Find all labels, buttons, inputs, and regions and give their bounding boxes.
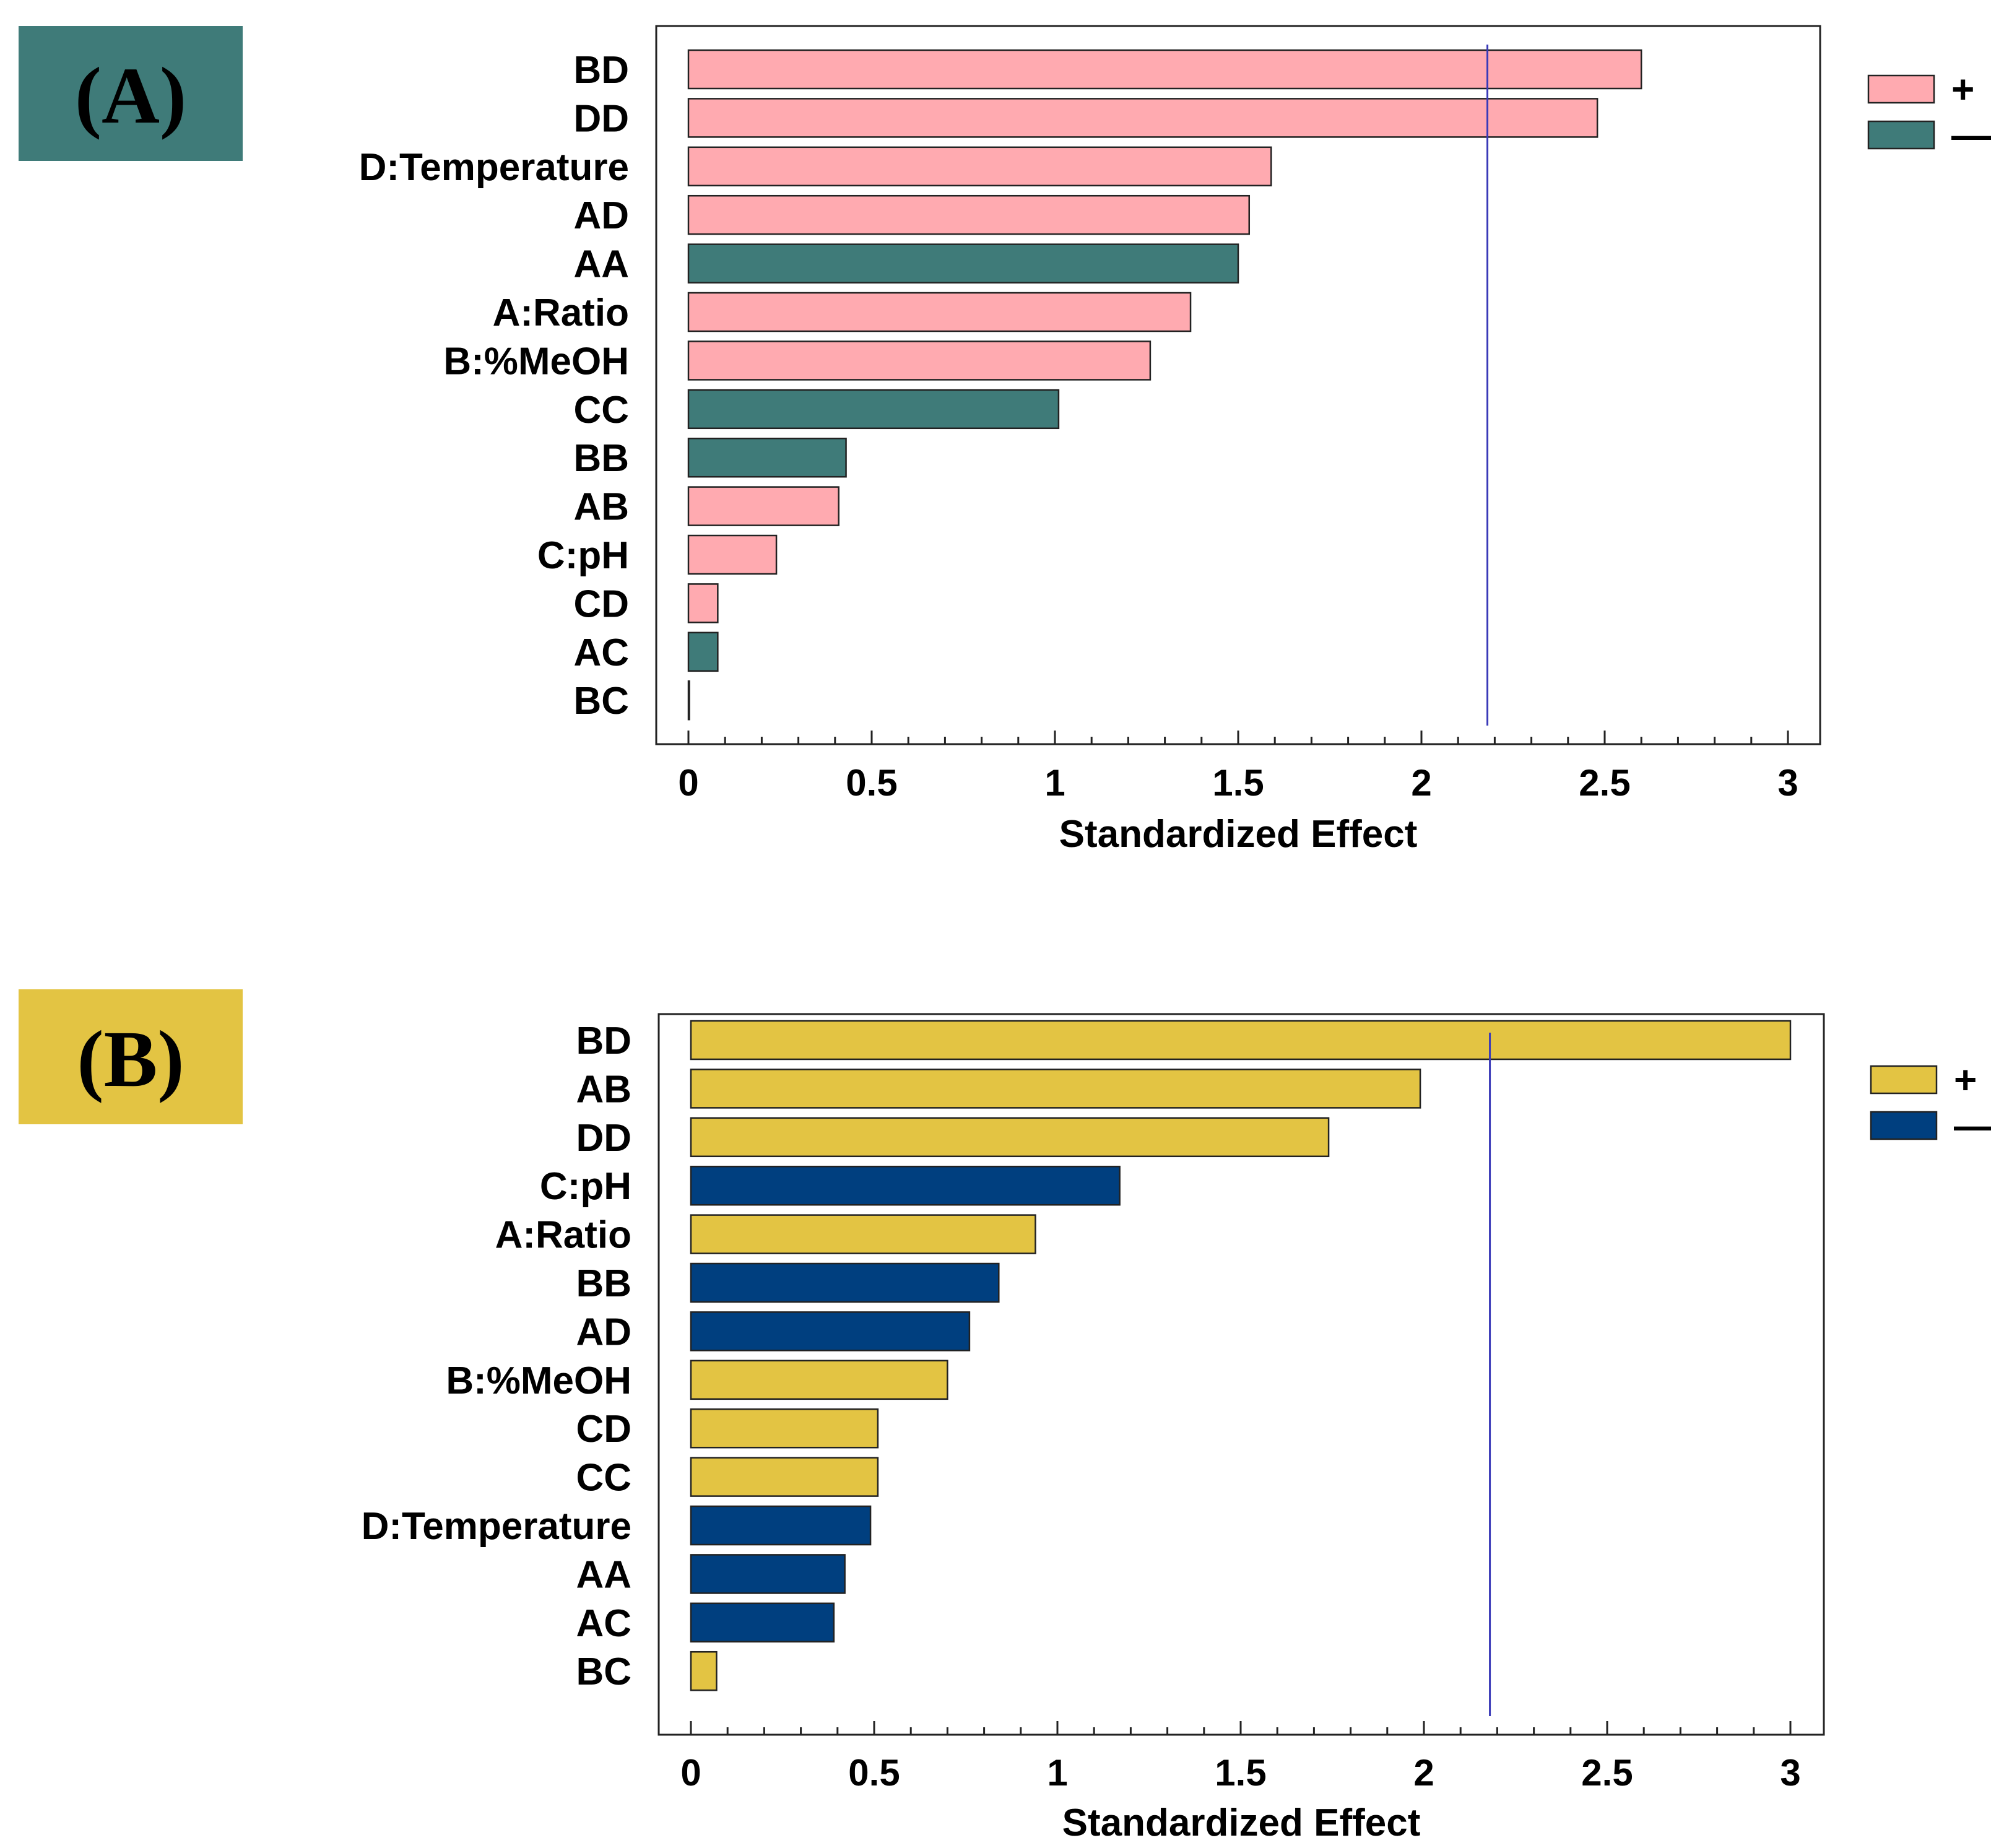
category-label: BB: [573, 437, 629, 480]
category-label: AB: [573, 486, 629, 529]
bar: [690, 1651, 718, 1691]
category-label: CC: [573, 389, 629, 432]
category-label: B:%MeOH: [446, 1360, 631, 1402]
legend-label-negative: —: [1951, 113, 1991, 157]
category-label: AC: [576, 1602, 631, 1645]
bar: [690, 1020, 1792, 1061]
bar: [690, 1262, 1000, 1303]
bar: [690, 1505, 872, 1546]
category-label: AA: [573, 243, 629, 286]
legend-swatch-negative: [1870, 1111, 1938, 1140]
x-tick-label: 2: [1413, 1752, 1434, 1794]
category-label: D:Temperature: [359, 146, 629, 189]
category-label: CD: [573, 583, 629, 625]
panel-label: (A): [75, 51, 186, 141]
bar: [687, 146, 1272, 187]
bar: [690, 1360, 948, 1400]
chart-panel-b: (B) 0 0.5 1 1.5 2 2.5 3 Standardized Effect BD AB D…: [19, 989, 1991, 1844]
category-label: AC: [573, 631, 629, 674]
category-label: A:Ratio: [493, 292, 629, 334]
category-label: AD: [573, 194, 629, 237]
category-label: AB: [576, 1068, 631, 1111]
bar: [687, 243, 1239, 284]
bar: [687, 194, 1251, 235]
x-tick-label: 0: [680, 1752, 701, 1794]
bar: [687, 389, 1060, 430]
bar: [690, 1311, 971, 1351]
bar: [687, 486, 839, 526]
category-label: BB: [576, 1262, 631, 1305]
category-label: C:pH: [537, 534, 629, 577]
x-tick-label: 1: [1044, 762, 1065, 804]
x-tick-label: 0: [678, 762, 698, 804]
legend-label-positive: +: [1951, 67, 1974, 111]
bar: [690, 1457, 879, 1497]
x-tick-label: 0.5: [848, 1752, 900, 1794]
bar: [690, 1554, 846, 1594]
bar: [690, 1214, 1036, 1254]
panel-label-box: [19, 26, 243, 161]
x-tick-label: 2.5: [1581, 1752, 1633, 1794]
x-tick-label: 3: [1780, 1752, 1800, 1794]
bar: [690, 1602, 835, 1643]
bar: [687, 631, 719, 672]
category-label: AA: [576, 1553, 631, 1596]
x-axis-label: Standardized Effect: [1059, 813, 1418, 856]
category-label: CC: [576, 1457, 631, 1499]
bar: [687, 49, 1642, 90]
bar: [690, 1069, 1421, 1109]
category-label: BD: [576, 1020, 631, 1062]
chart-panel-a: (A) 0 0.5 1 1.5 2 2.5 3 Standardized Effect BD DD D…: [19, 25, 1991, 856]
panel-label: (B): [77, 1015, 184, 1104]
category-label: BC: [576, 1651, 631, 1693]
x-tick-label: 1.5: [1212, 762, 1264, 804]
legend-swatch-negative: [1867, 120, 1935, 150]
category-label: C:pH: [540, 1165, 631, 1208]
bar: [687, 680, 690, 721]
x-tick-label: 1.5: [1215, 1752, 1266, 1794]
x-tick-label: 1: [1047, 1752, 1067, 1794]
category-label: CD: [576, 1408, 631, 1451]
legend-label-positive: +: [1954, 1057, 1977, 1102]
bar: [690, 1165, 1121, 1206]
x-tick-label: 3: [1777, 762, 1798, 804]
legend-swatch-positive: [1870, 1065, 1938, 1095]
category-label: DD: [576, 1117, 631, 1160]
category-label: AD: [576, 1311, 631, 1353]
bar: [690, 1408, 879, 1449]
category-label: A:Ratio: [495, 1214, 631, 1257]
bar: [687, 437, 847, 478]
category-label: BC: [573, 680, 629, 722]
category-label: D:Temperature: [362, 1505, 631, 1548]
category-label: B:%MeOH: [443, 340, 629, 383]
category-label: DD: [573, 97, 629, 140]
bar: [687, 292, 1192, 332]
bar: [687, 98, 1598, 138]
x-tick-label: 0.5: [846, 762, 897, 804]
legend-swatch-positive: [1867, 74, 1935, 104]
category-label: BD: [573, 49, 629, 92]
bar: [690, 1117, 1330, 1158]
x-tick-label: 2: [1411, 762, 1431, 804]
bar: [687, 534, 778, 575]
panel-label-box: [19, 989, 243, 1124]
bar: [687, 583, 719, 623]
bar: [687, 341, 1152, 381]
x-axis-label: Standardized Effect: [1062, 1802, 1421, 1844]
x-tick-label: 2.5: [1579, 762, 1630, 804]
legend-label-negative: —: [1954, 1103, 1991, 1148]
